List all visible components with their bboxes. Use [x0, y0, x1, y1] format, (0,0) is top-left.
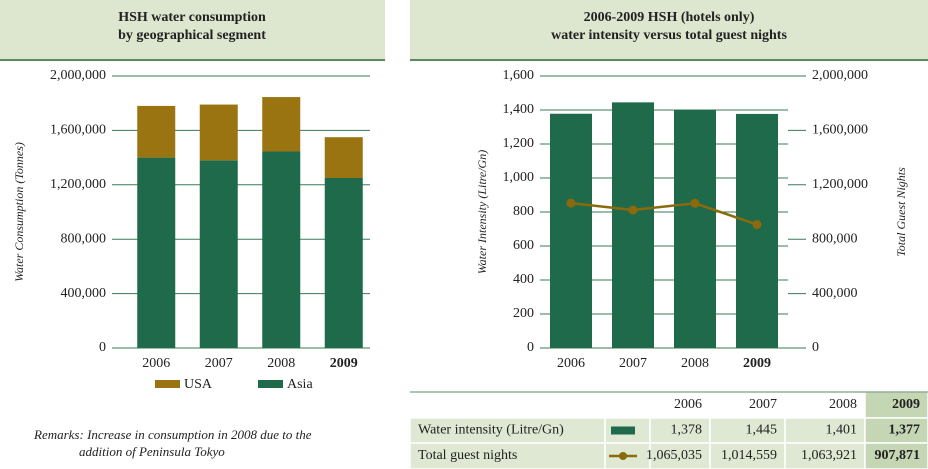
bar-segment: [199, 160, 238, 348]
table-value: 1,378: [671, 423, 703, 438]
bar: [612, 102, 654, 348]
table-value: 1,065,035: [646, 448, 702, 463]
bar-segment: [262, 151, 301, 348]
remark: addition of Peninsula Tokyo: [79, 444, 225, 459]
table-value: 907,871: [875, 448, 921, 463]
y-tick-label: 1,600,000: [50, 123, 106, 138]
table-cell: [864, 417, 928, 444]
chart-title: water intensity versus total guest night…: [551, 28, 787, 43]
table-swatch: [611, 426, 635, 435]
table-value: 1,063,921: [801, 448, 857, 463]
chart-title: 2006-2009 HSH (hotels only): [584, 10, 755, 25]
table-cell: [784, 442, 866, 469]
table-header: 2007: [749, 397, 777, 412]
header-band: [410, 0, 928, 60]
y-tick-label: 400,000: [61, 286, 107, 301]
y-tick-label: 1,400: [503, 102, 535, 117]
table-header: 2009: [892, 397, 920, 412]
y2-tick-label: 2,000,000: [812, 68, 868, 83]
bar-segment: [324, 178, 363, 348]
y-tick-label: 800: [513, 204, 534, 219]
table-value: 1,401: [826, 423, 858, 438]
table-row-label: Total guest nights: [418, 448, 517, 463]
x-tick-label: 2006: [557, 356, 585, 371]
table-cell: [604, 391, 651, 419]
line-marker: [690, 198, 700, 208]
table-cell: [649, 442, 711, 469]
bar-segment: [137, 105, 176, 158]
y-axis-title: Water Intensity (Litre/Gn): [475, 150, 489, 274]
chart-title: by geographical segment: [118, 28, 266, 43]
y2-tick-label: 1,600,000: [812, 123, 868, 138]
legend-label: USA: [184, 377, 213, 392]
table-header: 2008: [829, 397, 857, 412]
y-tick-label: 800,000: [61, 231, 107, 246]
y-tick-label: 1,000: [503, 170, 535, 185]
bar-segment: [262, 97, 301, 152]
table-cell: [784, 417, 866, 444]
table-cell: [409, 442, 606, 469]
y2-tick-label: 400,000: [812, 286, 858, 301]
y2-axis-title: Total Guest Nights: [894, 167, 908, 257]
y-tick-label: 1,200: [503, 136, 535, 151]
table-value: 1,445: [746, 423, 778, 438]
y-tick-label: 400: [513, 272, 534, 287]
bar: [550, 113, 592, 349]
table-header: 2006: [674, 397, 702, 412]
line-marker: [566, 198, 576, 208]
legend-swatch: [258, 380, 283, 388]
bar-segment: [324, 137, 363, 178]
table-cell: [409, 391, 606, 419]
y2-tick-label: 800,000: [812, 231, 858, 246]
table-cell: [709, 391, 786, 419]
legend-swatch: [155, 380, 180, 388]
y-tick-label: 1,600: [503, 68, 535, 83]
y-tick-label: 200: [513, 306, 534, 321]
chart-title: HSH water consumption: [118, 10, 266, 25]
y-tick-label: 1,200,000: [50, 177, 106, 192]
bar: [674, 109, 716, 348]
y-tick-label: 0: [527, 340, 534, 355]
y-tick-label: 2,000,000: [50, 68, 106, 83]
y-tick-label: 600: [513, 238, 534, 253]
table-cell: [864, 442, 928, 469]
y2-tick-label: 0: [812, 340, 819, 355]
table-value: 1,377: [889, 423, 921, 438]
x-tick-label: 2008: [267, 356, 295, 371]
header-band: [0, 0, 385, 60]
bar-segment: [199, 104, 238, 161]
table-swatch-marker: [619, 452, 627, 460]
line-marker: [752, 220, 762, 230]
x-tick-label: 2009: [743, 356, 771, 371]
x-tick-label: 2006: [142, 356, 170, 371]
x-tick-label: 2007: [619, 356, 647, 371]
x-tick-label: 2009: [330, 356, 358, 371]
line: [570, 201, 758, 226]
legend-label: Asia: [287, 377, 313, 392]
x-tick-label: 2008: [681, 356, 709, 371]
bar: [736, 113, 778, 348]
y-tick-label: 0: [99, 340, 106, 355]
table-row-label: Water intensity (Litre/Gn): [418, 423, 564, 438]
remark: Remarks: Increase in consumption in 2008…: [33, 427, 312, 442]
table-cell: [709, 442, 786, 469]
x-tick-label: 2007: [205, 356, 233, 371]
bar-segment: [137, 157, 176, 348]
y2-tick-label: 1,200,000: [812, 177, 868, 192]
line-marker: [628, 205, 638, 215]
y-axis-title: Water Consumption (Tonnes): [12, 142, 26, 282]
table-value: 1,014,559: [721, 448, 777, 463]
